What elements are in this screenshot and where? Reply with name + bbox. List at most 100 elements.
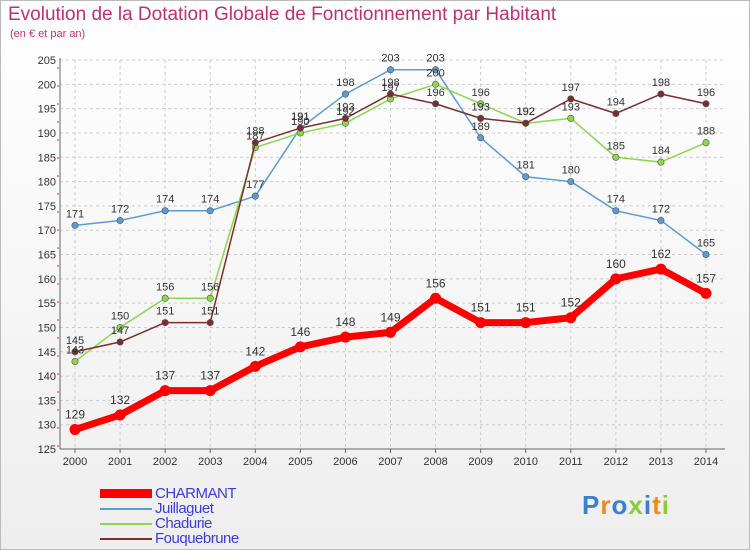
y-tick-label-145: 145 <box>38 347 56 359</box>
point-juillaguet-2003 <box>206 207 214 215</box>
chart-title: Evolution de la Dotation Globale de Fonc… <box>8 4 557 25</box>
data-label-juillaguet-2010: 181 <box>517 160 535 172</box>
logo-letter: i <box>643 490 653 520</box>
point-chadurie-2013 <box>657 158 665 166</box>
data-label-fouquebrune-2012: 194 <box>607 96 625 108</box>
data-label-chadurie-2009: 196 <box>471 87 489 99</box>
data-label-charmant-2007: 149 <box>380 310 400 324</box>
data-label-fouquebrune-2006: 193 <box>336 101 354 113</box>
grid-layer <box>60 59 725 450</box>
data-label-chadurie-2002: 156 <box>156 281 174 293</box>
chart-subtitle: (en € et par an) <box>10 28 86 40</box>
legend-swatch-fouquebrune <box>100 538 152 540</box>
y-axis-dot <box>57 211 59 213</box>
data-label-charmant-2006: 148 <box>335 315 355 329</box>
point-fouquebrune-2003 <box>206 319 214 327</box>
x-tick-label-2012: 2012 <box>604 456 628 468</box>
data-label-chadurie-2010: 192 <box>517 106 535 118</box>
data-label-layer: 171 172 174 174 177 191 198 203 203 189 181 180 174 1… <box>65 53 716 422</box>
y-tick-label-185: 185 <box>38 152 56 164</box>
data-label-fouquebrune-2013: 198 <box>652 77 670 89</box>
y-axis-dot <box>57 229 59 231</box>
legend-label-charmant: CHARMANT <box>155 485 237 502</box>
point-juillaguet-2012 <box>612 207 620 215</box>
y-axis-dot <box>57 337 59 339</box>
y-tick-label-165: 165 <box>38 250 56 262</box>
data-label-fouquebrune-2009: 193 <box>471 101 489 113</box>
logo-letter: r <box>600 490 612 520</box>
y-tick-label-160: 160 <box>38 274 56 286</box>
y-axis-dot <box>57 373 59 375</box>
y-axis-dot <box>57 283 59 285</box>
data-label-charmant-2012: 160 <box>606 257 626 271</box>
point-fouquebrune-2009 <box>477 114 485 122</box>
point-charmant-2003 <box>204 385 216 397</box>
data-label-juillaguet-2011: 180 <box>562 165 580 177</box>
y-axis-dot <box>57 67 59 69</box>
data-label-fouquebrune-2002: 151 <box>156 306 174 318</box>
point-juillaguet-2011 <box>567 178 575 186</box>
proxiti-logo: Proxiti <box>582 490 670 521</box>
logo-letter: P <box>582 490 601 520</box>
data-label-juillaguet-2014: 165 <box>697 238 715 250</box>
data-label-charmant-2014: 157 <box>696 271 716 285</box>
y-tick-label-130: 130 <box>38 420 56 432</box>
y-tick-label-205: 205 <box>38 55 56 67</box>
y-tick-label-190: 190 <box>38 128 56 140</box>
point-charmant-2008 <box>430 292 442 304</box>
point-fouquebrune-2000 <box>71 348 79 356</box>
data-label-juillaguet-2013: 172 <box>652 203 670 215</box>
data-label-charmant-2000: 129 <box>65 408 85 422</box>
legend-label-fouquebrune: Fouquebrune <box>155 530 239 547</box>
point-chadurie-2000 <box>71 357 79 365</box>
data-label-chadurie-2008: 200 <box>426 67 444 79</box>
x-tick-label-2003: 2003 <box>198 456 222 468</box>
point-chadurie-2011 <box>567 114 575 122</box>
data-label-charmant-2011: 152 <box>561 296 581 310</box>
data-label-chadurie-2013: 184 <box>652 145 670 157</box>
data-label-charmant-2010: 151 <box>516 301 536 315</box>
point-chadurie-2009 <box>477 100 485 108</box>
axis-layer: 1251301351401451501551601651701751801851… <box>38 55 725 468</box>
point-charmant-2006 <box>339 331 351 343</box>
point-juillaguet-2008 <box>432 66 440 74</box>
point-charmant-2005 <box>294 341 306 353</box>
legend-swatch-juillaguet <box>100 508 152 510</box>
y-axis-dot <box>57 445 59 447</box>
data-label-chadurie-2012: 185 <box>607 140 625 152</box>
data-label-fouquebrune-2007: 198 <box>381 77 399 89</box>
point-charmant-2004 <box>249 360 261 372</box>
y-axis-dot <box>57 319 59 321</box>
series-layer <box>69 66 712 436</box>
y-tick-label-140: 140 <box>38 371 56 383</box>
data-label-charmant-2004: 142 <box>245 344 265 358</box>
data-label-juillaguet-2012: 174 <box>607 194 625 206</box>
data-label-fouquebrune-2014: 196 <box>697 87 715 99</box>
point-charmant-2010 <box>520 317 532 329</box>
data-label-chadurie-2004: 187 <box>246 131 264 143</box>
point-chadurie-2012 <box>612 153 620 161</box>
y-axis-dot <box>57 85 59 87</box>
data-label-juillaguet-2004: 177 <box>246 179 264 191</box>
point-juillaguet-2006 <box>341 90 349 98</box>
data-label-chadurie-2003: 156 <box>201 281 219 293</box>
point-chadurie-2003 <box>206 294 214 302</box>
data-label-fouquebrune-2005: 191 <box>291 111 309 123</box>
point-charmant-2007 <box>385 326 396 338</box>
y-axis-dot <box>57 121 59 123</box>
point-fouquebrune-2006 <box>341 114 349 122</box>
point-fouquebrune-2004 <box>251 139 259 147</box>
x-tick-label-2014: 2014 <box>694 456 718 468</box>
logo-letter: t <box>652 490 662 520</box>
point-fouquebrune-2001 <box>116 338 124 346</box>
point-juillaguet-2014 <box>702 251 710 259</box>
x-tick-label-2010: 2010 <box>513 456 537 468</box>
legend-label-chadurie: Chadurie <box>155 515 212 532</box>
y-axis-dot <box>57 193 59 195</box>
data-label-chadurie-2005: 190 <box>291 116 309 128</box>
x-tick-label-2009: 2009 <box>468 456 492 468</box>
y-axis-dot <box>57 301 59 303</box>
point-chadurie-2002 <box>161 294 169 302</box>
y-axis-dot <box>57 409 59 411</box>
